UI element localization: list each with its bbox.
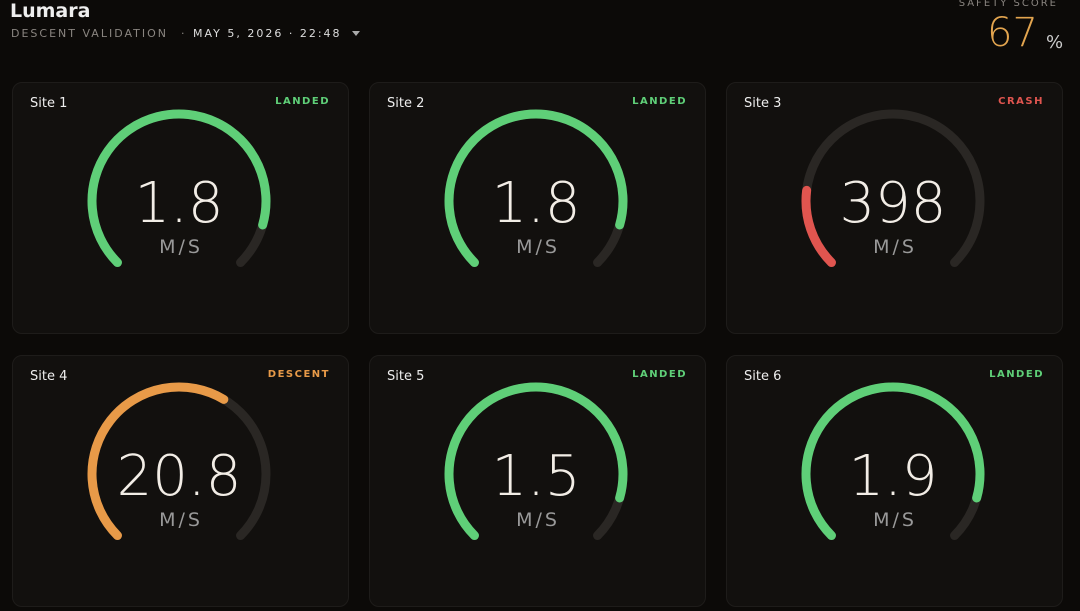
gauge-value: 1.8: [134, 171, 223, 236]
site-name: Site 3: [744, 96, 782, 111]
subtitle: DESCENT VALIDATION: [11, 27, 168, 40]
gauge-value: 20.8: [117, 444, 242, 509]
site-card: Site 5 LANDED 1.5 M/S: [369, 355, 706, 607]
gauge-unit: M/S: [873, 236, 917, 258]
site-status: CRASH: [998, 96, 1044, 107]
score-value: 67: [987, 10, 1038, 56]
site-status: LANDED: [632, 369, 687, 380]
date-selector[interactable]: MAY 5, 2026 · 22:48: [193, 27, 342, 40]
site-status: LANDED: [632, 96, 687, 107]
gauge: 1.5M/S: [444, 382, 628, 541]
gauge-fill: [444, 382, 628, 541]
site-card: Site 3 CRASH 398 M/S: [726, 82, 1063, 334]
gauge-unit: M/S: [516, 509, 560, 531]
site-card: Site 1 LANDED 1.8 M/S: [12, 82, 349, 334]
gauge-unit: M/S: [159, 509, 203, 531]
gauge-unit: M/S: [159, 236, 203, 258]
score-unit: %: [1046, 32, 1064, 53]
site-status: LANDED: [275, 96, 330, 107]
site-name: Site 6: [744, 369, 782, 384]
gauge-unit: M/S: [873, 509, 917, 531]
gauge-fill: [444, 109, 628, 268]
site-name: Site 4: [30, 369, 68, 384]
site-card: Site 2 LANDED 1.8 M/S: [369, 82, 706, 334]
gauge-unit: M/S: [516, 236, 560, 258]
site-card: Site 6 LANDED 1.9 M/S: [726, 355, 1063, 607]
gauge: 1.9M/S: [801, 382, 985, 541]
gauge-fill: [801, 382, 985, 541]
site-name: Site 2: [387, 96, 425, 111]
gauge: 1.8M/S: [444, 109, 628, 268]
gauge: 1.8M/S: [87, 109, 271, 268]
site-name: Site 5: [387, 369, 425, 384]
site-status: DESCENT: [267, 369, 330, 380]
gauge-fill: [87, 382, 229, 541]
gauge: 20.8M/S: [87, 382, 271, 541]
separator: ·: [181, 27, 185, 40]
gauge-fill: [87, 109, 271, 268]
gauge-value: 1.9: [848, 444, 937, 509]
site-status: LANDED: [989, 369, 1044, 380]
score-label: SAFETY SCORE: [958, 0, 1058, 9]
app-title: Lumara: [10, 0, 91, 22]
site-card: Site 4 DESCENT 20.8 M/S: [12, 355, 349, 607]
gauge-value: 1.5: [491, 444, 580, 509]
gauge-fill: [801, 185, 836, 268]
gauge-value: 398: [840, 171, 947, 236]
dropdown-caret[interactable]: [352, 31, 360, 36]
gauge-value: 1.8: [491, 171, 580, 236]
site-name: Site 1: [30, 96, 68, 111]
